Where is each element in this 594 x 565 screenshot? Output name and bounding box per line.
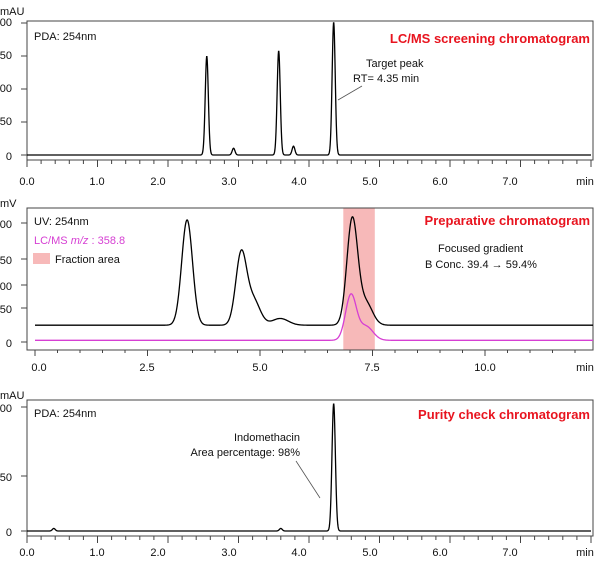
x-tick-label: 3.0 bbox=[221, 547, 236, 559]
axis-ticks bbox=[21, 22, 592, 167]
x-tick-label: 5.0 bbox=[362, 547, 377, 559]
y-unit-label: mV bbox=[0, 198, 17, 210]
legend-lcms-mz: m/z bbox=[71, 235, 89, 247]
chart-title: Preparative chromatogram bbox=[425, 213, 590, 228]
x-tick-label: 10.0 bbox=[474, 362, 495, 374]
x-tick-label: 2.0 bbox=[150, 176, 165, 188]
y-tick-label: 50 bbox=[0, 116, 12, 128]
legend-lcms-label: LC/MS bbox=[34, 235, 68, 247]
y-tick-labels: 0 50 100 150 200 bbox=[0, 17, 12, 163]
axis-ticks bbox=[21, 222, 576, 356]
x-unit-label: min bbox=[576, 362, 594, 374]
x-tick-label: 0.0 bbox=[19, 547, 34, 559]
legend-pda: PDA: 254nm bbox=[34, 408, 96, 420]
annotation-target-peak: Target peak bbox=[366, 58, 424, 70]
y-tick-label: 100 bbox=[0, 281, 12, 293]
y-tick-label: 200 bbox=[0, 17, 12, 29]
x-unit-label: min bbox=[576, 176, 594, 188]
x-tick-label: 5.0 bbox=[362, 176, 377, 188]
panel-screening: mAU 0.0 1.0 2.0 3.0 4.0 5.0 6.0 7.0 min … bbox=[0, 6, 594, 188]
x-tick-label: 0.0 bbox=[19, 176, 34, 188]
panel-purity: mAU 0.0 1.0 2.0 3.0 4.0 5.0 6.0 7.0 min … bbox=[0, 390, 594, 559]
chart-title: Purity check chromatogram bbox=[418, 407, 590, 422]
y-unit-label: mAU bbox=[0, 6, 25, 18]
panel-preparative: mV 0.0 2.5 5.0 7.5 10.0 min 0 50 100 150… bbox=[0, 198, 594, 374]
annotation-bconc: B Conc. 39.4 → 59.4% bbox=[425, 259, 537, 271]
annotation-leader-line bbox=[337, 85, 363, 101]
x-tick-label: 7.0 bbox=[502, 176, 517, 188]
x-tick-label: 1.0 bbox=[89, 547, 104, 559]
x-tick-label: 2.0 bbox=[150, 547, 165, 559]
y-tick-label: 50 bbox=[0, 304, 12, 316]
y-tick-label: 0 bbox=[6, 527, 12, 539]
x-tick-label: 5.0 bbox=[252, 362, 267, 374]
x-tick-label: 4.0 bbox=[291, 547, 306, 559]
y-tick-label: 150 bbox=[0, 255, 12, 267]
legend-lcms-value: : 358.8 bbox=[91, 235, 125, 247]
x-tick-labels: 0.0 1.0 2.0 3.0 4.0 5.0 6.0 7.0 min bbox=[19, 547, 594, 559]
y-tick-labels: 0 50 100 150 200 bbox=[0, 219, 12, 350]
plot-frame bbox=[26, 399, 594, 537]
annotation-area: Area percentage: 98% bbox=[191, 447, 301, 459]
fraction-area-band bbox=[343, 208, 375, 350]
x-tick-label: 3.0 bbox=[221, 176, 236, 188]
legend-lcms: LC/MS m/z : 358.8 bbox=[34, 235, 125, 247]
x-tick-labels: 0.0 1.0 2.0 3.0 4.0 5.0 6.0 7.0 min bbox=[19, 176, 594, 188]
annotation-leader-line bbox=[295, 460, 321, 499]
annotation-compound: Indomethacin bbox=[234, 432, 300, 444]
plot-frame bbox=[26, 207, 594, 351]
x-tick-label: 2.5 bbox=[139, 362, 154, 374]
annotation-gradient: Focused gradient bbox=[438, 243, 523, 255]
y-tick-label: 100 bbox=[0, 83, 12, 95]
pda-trace-line bbox=[27, 403, 591, 532]
uv-trace-line bbox=[35, 216, 593, 326]
x-tick-label: 0.0 bbox=[31, 362, 46, 374]
y-tick-label: 150 bbox=[0, 50, 12, 62]
y-tick-label: 0 bbox=[6, 338, 12, 350]
annotation-rt: RT= 4.35 min bbox=[353, 73, 419, 85]
x-tick-label: 7.0 bbox=[502, 547, 517, 559]
legend-fraction: Fraction area bbox=[55, 254, 121, 266]
x-tick-label: 4.0 bbox=[291, 176, 306, 188]
y-tick-label: 0 bbox=[6, 151, 12, 163]
x-unit-label: min bbox=[576, 547, 594, 559]
legend-fraction-swatch bbox=[33, 253, 50, 264]
y-tick-label: 50 bbox=[0, 472, 12, 484]
legend-pda: PDA: 254nm bbox=[34, 31, 96, 43]
ms-trace-line bbox=[35, 293, 593, 341]
x-tick-labels: 0.0 2.5 5.0 7.5 10.0 min bbox=[31, 362, 594, 374]
y-tick-labels: 0 50 100 bbox=[0, 403, 12, 539]
x-tick-label: 1.0 bbox=[89, 176, 104, 188]
y-unit-label: mAU bbox=[0, 390, 25, 402]
legend-uv: UV: 254nm bbox=[34, 216, 89, 228]
y-tick-label: 100 bbox=[0, 403, 12, 415]
x-tick-label: 6.0 bbox=[432, 547, 447, 559]
x-tick-label: 7.5 bbox=[364, 362, 379, 374]
x-tick-label: 6.0 bbox=[432, 176, 447, 188]
plot-frame bbox=[26, 20, 594, 161]
chart-title: LC/MS screening chromatogram bbox=[390, 31, 590, 46]
y-tick-label: 200 bbox=[0, 219, 12, 231]
pda-trace-line bbox=[27, 22, 591, 156]
axis-ticks bbox=[21, 406, 592, 543]
